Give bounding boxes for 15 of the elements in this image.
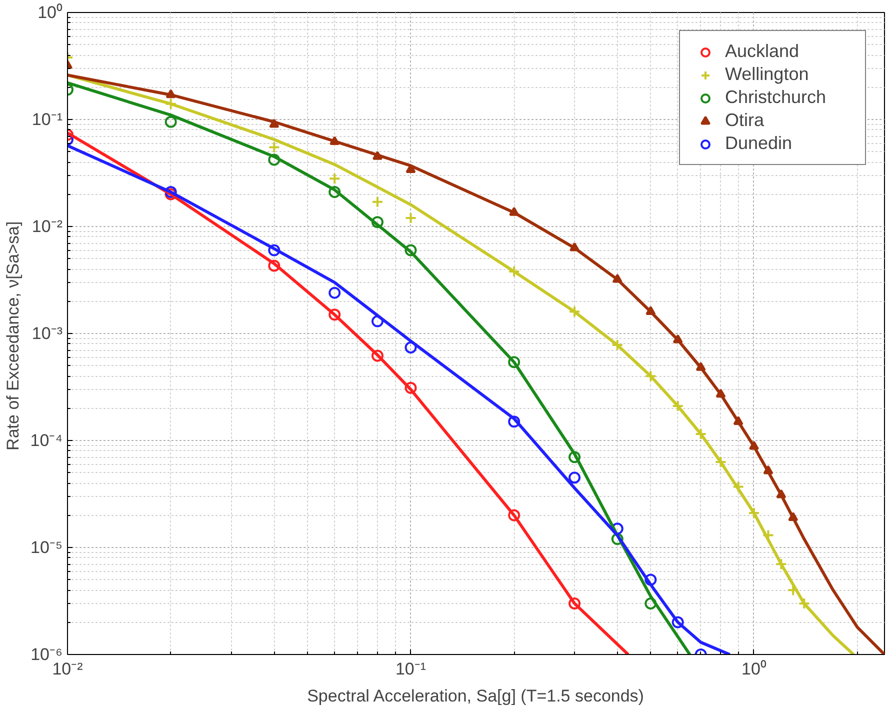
- legend-label: Auckland: [725, 41, 800, 62]
- y-tick-label: 10⁻⁴: [30, 431, 63, 450]
- x-axis-title: Spectral Acceleration, Sa[g] (T=1.5 seconds): [307, 686, 644, 706]
- y-tick-label: 10⁻³: [32, 324, 63, 343]
- legend-label: Dunedin: [725, 133, 794, 154]
- x-tick-label: 10⁻¹: [395, 660, 426, 678]
- legend-label: Wellington: [725, 64, 810, 85]
- y-tick-label: 10⁻²: [32, 217, 63, 236]
- y-tick-label: 10⁰: [38, 3, 63, 22]
- y-tick-label: 10⁻⁵: [30, 538, 63, 557]
- x-tick-label: 10⁰: [742, 660, 766, 678]
- y-axis-title: Rate of Exceedance, ν[Sa>sa]: [3, 221, 22, 450]
- y-tick-label: 10⁻¹: [32, 110, 63, 129]
- legend-label: Christchurch: [725, 87, 828, 108]
- legend-label: Otira: [725, 110, 766, 131]
